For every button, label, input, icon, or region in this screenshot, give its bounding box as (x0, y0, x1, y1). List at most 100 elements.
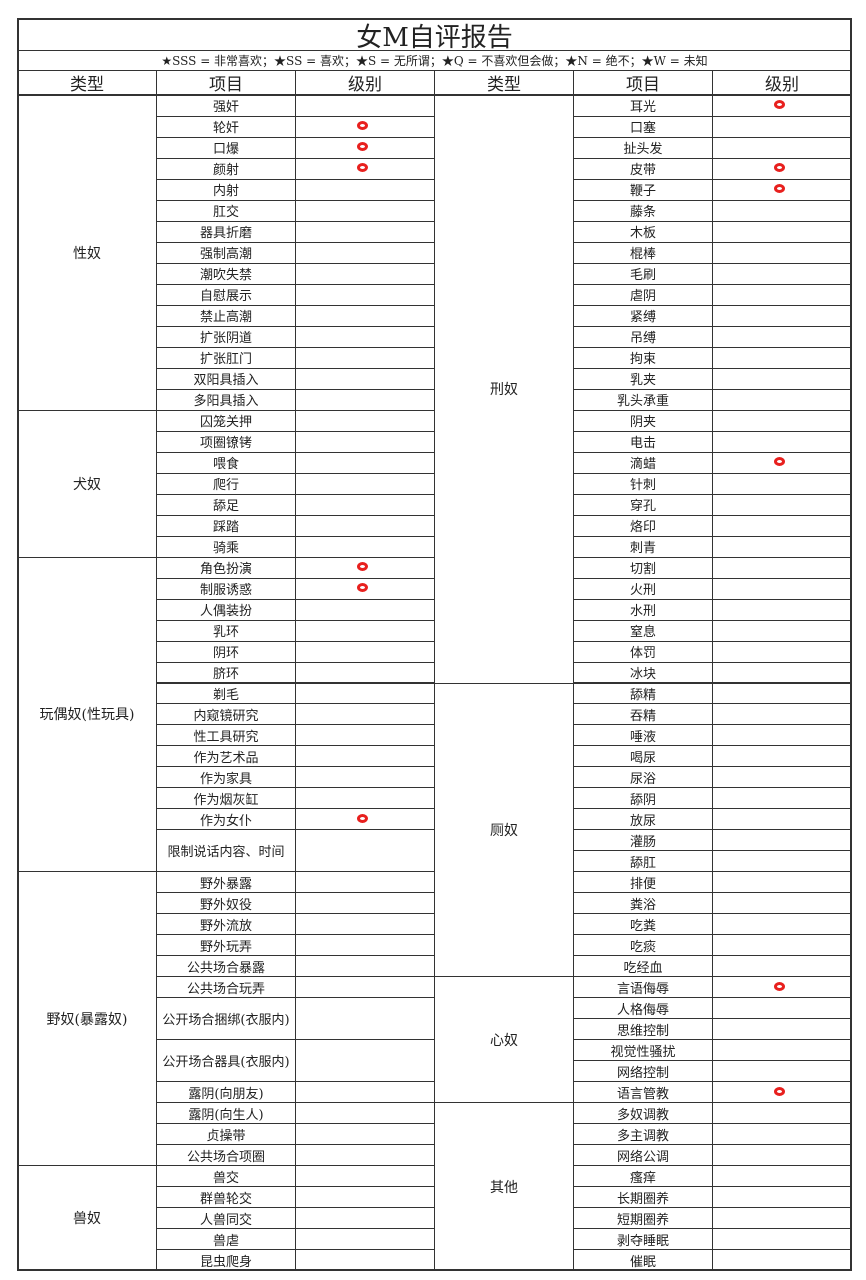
level-cell[interactable] (295, 661, 435, 684)
level-cell[interactable] (712, 871, 852, 894)
level-cell[interactable] (712, 367, 852, 390)
level-cell[interactable] (712, 703, 852, 726)
level-cell[interactable] (295, 409, 435, 432)
level-cell[interactable] (712, 262, 852, 285)
level-cell[interactable] (295, 514, 435, 537)
level-cell[interactable] (712, 220, 852, 243)
header-type-right: 类型 (434, 70, 574, 96)
level-cell[interactable] (295, 913, 435, 936)
level-cell[interactable] (712, 955, 852, 978)
level-cell[interactable] (295, 451, 435, 474)
level-cell[interactable] (295, 1144, 435, 1167)
level-cell[interactable] (712, 493, 852, 516)
level-cell[interactable] (295, 997, 435, 1041)
level-cell[interactable] (712, 640, 852, 663)
level-cell[interactable] (295, 766, 435, 789)
level-cell[interactable] (712, 409, 852, 432)
level-cell[interactable] (712, 1165, 852, 1188)
level-cell[interactable] (712, 304, 852, 327)
level-cell[interactable] (712, 1144, 852, 1167)
level-cell[interactable] (712, 136, 852, 159)
level-cell[interactable] (712, 1228, 852, 1250)
level-cell[interactable] (295, 787, 435, 810)
level-cell[interactable] (295, 1207, 435, 1230)
level-cell[interactable] (712, 1018, 852, 1041)
level-cell[interactable] (295, 892, 435, 915)
level-cell[interactable] (295, 199, 435, 222)
level-cell[interactable] (295, 829, 435, 873)
level-cell[interactable] (295, 1249, 435, 1271)
level-cell[interactable] (295, 241, 435, 264)
level-cell[interactable] (295, 598, 435, 621)
level-cell[interactable] (712, 913, 852, 936)
level-cell[interactable] (712, 598, 852, 621)
level-cell[interactable] (295, 619, 435, 642)
level-cell[interactable] (712, 1102, 852, 1125)
level-cell[interactable] (712, 1249, 852, 1271)
level-cell[interactable] (295, 325, 435, 348)
level-cell[interactable] (295, 1102, 435, 1125)
level-cell[interactable] (712, 745, 852, 768)
level-cell[interactable] (295, 1081, 435, 1104)
level-cell[interactable] (712, 850, 852, 873)
level-cell[interactable] (295, 871, 435, 894)
level-cell[interactable] (295, 640, 435, 663)
level-cell[interactable] (712, 724, 852, 747)
level-cell[interactable] (295, 535, 435, 558)
level-cell[interactable] (712, 241, 852, 264)
level-cell[interactable] (712, 829, 852, 852)
level-cell[interactable] (712, 682, 852, 705)
level-cell[interactable] (712, 283, 852, 306)
level-cell[interactable] (712, 1039, 852, 1062)
level-cell[interactable] (295, 1039, 435, 1083)
item-cell: 多奴调教 (573, 1102, 713, 1125)
level-cell[interactable] (712, 892, 852, 915)
level-cell[interactable] (295, 367, 435, 390)
level-cell[interactable] (295, 682, 435, 705)
level-cell[interactable] (295, 493, 435, 516)
handwritten-level-mark (357, 142, 368, 152)
level-cell[interactable] (712, 430, 852, 453)
level-cell[interactable] (712, 619, 852, 642)
level-cell[interactable] (712, 577, 852, 600)
level-cell[interactable] (712, 808, 852, 831)
level-cell[interactable] (295, 1186, 435, 1209)
level-cell[interactable] (295, 304, 435, 327)
level-cell[interactable] (295, 283, 435, 306)
level-cell[interactable] (295, 430, 435, 453)
level-cell[interactable] (295, 346, 435, 369)
level-cell[interactable] (712, 325, 852, 348)
level-cell[interactable] (712, 661, 852, 684)
level-cell[interactable] (295, 934, 435, 957)
level-cell[interactable] (712, 514, 852, 537)
level-cell[interactable] (712, 1123, 852, 1146)
level-cell[interactable] (712, 556, 852, 579)
level-cell[interactable] (712, 1186, 852, 1209)
level-cell[interactable] (712, 1207, 852, 1230)
level-cell[interactable] (295, 220, 435, 243)
level-cell[interactable] (295, 1165, 435, 1188)
level-cell[interactable] (712, 934, 852, 957)
level-cell[interactable] (712, 766, 852, 789)
level-cell[interactable] (295, 724, 435, 747)
level-cell[interactable] (295, 262, 435, 285)
level-cell[interactable] (295, 472, 435, 495)
level-cell[interactable] (712, 346, 852, 369)
level-cell[interactable] (295, 1228, 435, 1250)
level-cell[interactable] (712, 388, 852, 411)
level-cell[interactable] (295, 745, 435, 768)
level-cell[interactable] (295, 703, 435, 726)
level-cell[interactable] (712, 472, 852, 495)
level-cell[interactable] (295, 955, 435, 978)
level-cell[interactable] (712, 1060, 852, 1083)
level-cell[interactable] (295, 95, 435, 117)
level-cell[interactable] (712, 115, 852, 138)
level-cell[interactable] (295, 976, 435, 999)
level-cell[interactable] (712, 535, 852, 558)
level-cell[interactable] (295, 388, 435, 411)
level-cell[interactable] (295, 178, 435, 201)
level-cell[interactable] (295, 1123, 435, 1146)
level-cell[interactable] (712, 997, 852, 1020)
level-cell[interactable] (712, 787, 852, 810)
level-cell[interactable] (712, 199, 852, 222)
